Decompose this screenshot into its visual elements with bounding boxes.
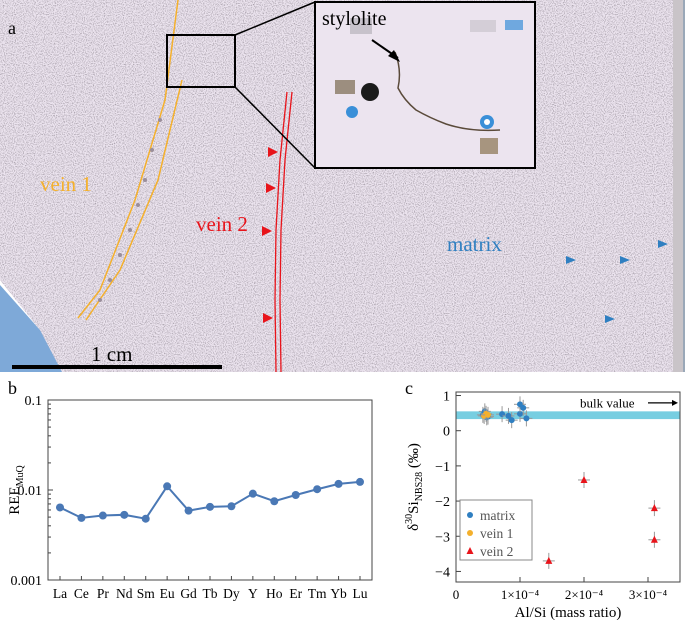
legend-label-vein-2: vein 2 [480,544,513,559]
y-tick-label: 0.01 [18,484,43,499]
ree-point-Tb [206,502,214,511]
panel-a-label: a [8,18,16,38]
legend-box [459,499,533,561]
x-tick-label: Pr [97,586,110,601]
y-axis-label: δ30SiNBS28 (‰) [404,443,425,531]
legend-label-vein-1: vein 1 [480,526,513,541]
point-vein-2 [650,535,658,543]
ree-point-Yb [334,479,343,488]
ree-point-Dy [227,502,236,511]
y-tick-label: 0.001 [11,574,43,589]
y-tick-label: −3 [435,530,450,545]
vein-1-lines [77,0,183,321]
stylolite-inset [314,1,536,169]
ree-point-Lu [356,477,364,486]
vein-2-label: vein 2 [196,212,248,236]
panel-a-image [0,0,685,372]
point-matrix [523,415,530,422]
ree-point-Ce [77,513,86,522]
ree-point-Y [248,489,257,498]
vein-2-lines [274,91,293,372]
point-matrix [505,412,512,419]
zoom-source-box [166,34,236,88]
x-tick-label: 2×10⁻⁴ [565,587,604,602]
legend-marker-vein-1 [467,530,473,536]
ree-point-Nd [120,510,129,519]
x-tick-label: Nd [116,586,133,601]
ree-point-Er [291,490,300,499]
point-matrix [520,404,527,411]
x-tick-label: Gd [180,586,197,601]
point-vein-2 [650,504,658,512]
ree-point-Pr [98,511,107,520]
x-tick-label: La [53,586,67,601]
x-tick-label: Tb [203,586,218,601]
matrix-arrows [566,240,668,323]
point-matrix [517,410,523,417]
ree-chart: 0.001 0.01 0.1 REEMuQ La Ce Pr Nd Sm Eu Gd Tb Dy Y Ho E… [7,394,373,601]
stylolite-label: stylolite [322,8,387,30]
x-tick-label: Eu [160,586,175,601]
y-tick-label: −2 [435,495,450,510]
x-tick-label: 0 [453,587,460,602]
ree-point-Eu [163,482,172,491]
bulk-value-arrowhead [672,399,678,406]
x-tick-label: Ce [74,586,89,601]
x-tick-label: 3×10⁻⁴ [629,587,668,602]
x-tick-label: Sm [137,586,156,601]
y-tick-label: −4 [435,565,450,580]
bulk-value-band [456,411,680,420]
y-tick-label: 0 [443,425,450,440]
point-vein-2 [545,556,553,564]
ree-point-Sm [141,514,150,523]
ree-point-La [56,503,64,512]
scale-bar-label: 1 cm [91,342,133,366]
panel-c-label: c [405,378,413,398]
ree-point-Gd [184,506,193,515]
x-tick-label: Lu [353,586,368,601]
x-tick-label: Er [289,586,302,601]
x-tick-label: Y [248,586,258,601]
x-axis-label: Al/Si (mass ratio) [515,605,622,620]
plot-frame [47,399,373,581]
legend-label-matrix: matrix [480,508,515,523]
vein-1-dots [98,118,162,302]
bulk-value-label: bulk value [580,396,635,411]
x-tick-label: Yb [330,586,347,601]
y-tick-label: −1 [435,460,450,475]
blue-background-region [0,285,62,372]
point-vein-1 [485,411,491,418]
x-tick-label: Ho [266,586,283,601]
y-tick-label: 1 [443,390,450,405]
legend-marker-vein-2 [466,547,474,554]
panel-b-label: b [8,378,17,398]
y-tick-label: 0.1 [25,394,43,409]
ree-point-Tm [313,485,322,494]
x-tick-label: Tm [308,586,327,601]
vein-1-label: vein 1 [40,172,92,196]
legend-marker-matrix [467,512,473,518]
matrix-label: matrix [447,232,502,256]
y-axis-label: REEMuQ [7,464,26,514]
x-tick-label: 1×10⁻⁴ [501,587,540,602]
vein-2-arrows [262,147,278,323]
ree-point-Ho [270,497,279,506]
x-tick-label: Dy [223,586,240,601]
point-matrix [508,417,515,424]
point-vein-2 [580,475,588,483]
plot-frame [455,391,681,583]
